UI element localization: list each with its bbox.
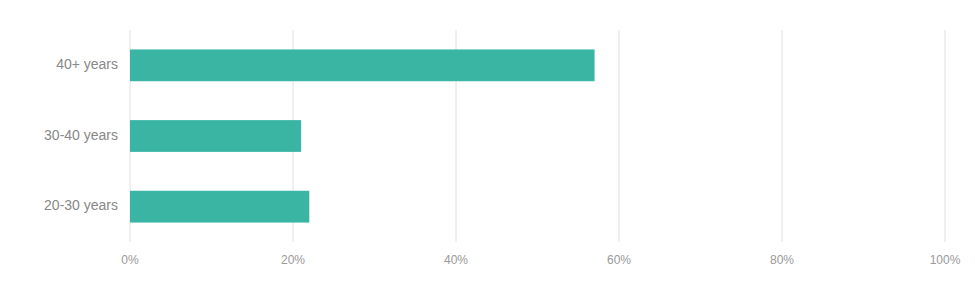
grid-line [782, 30, 783, 242]
grid-line [619, 30, 620, 242]
category-label: 30-40 years [44, 127, 118, 143]
chart-svg: 0% 20% 40% 60% 80% 100% 20-30 years 30-40 years… [0, 0, 975, 292]
bars [130, 49, 595, 222]
x-tick-label: 80% [770, 253, 794, 267]
bar [130, 120, 301, 152]
x-tick-label: 0% [121, 253, 139, 267]
category-label: 20-30 years [44, 197, 118, 213]
chart-container: 0% 20% 40% 60% 80% 100% 20-30 years 30-40 years… [0, 0, 975, 292]
x-tick-label: 40% [444, 253, 468, 267]
bar [130, 49, 595, 81]
y-axis: 20-30 years 30-40 years 40+ years [44, 56, 118, 213]
category-label: 40+ years [56, 56, 118, 72]
bar [130, 191, 309, 223]
x-axis: 0% 20% 40% 60% 80% 100% [121, 253, 960, 267]
grid [130, 30, 945, 242]
x-tick-label: 100% [930, 253, 961, 267]
x-tick-label: 60% [607, 253, 631, 267]
x-tick-label: 20% [281, 253, 305, 267]
grid-line [945, 30, 946, 242]
